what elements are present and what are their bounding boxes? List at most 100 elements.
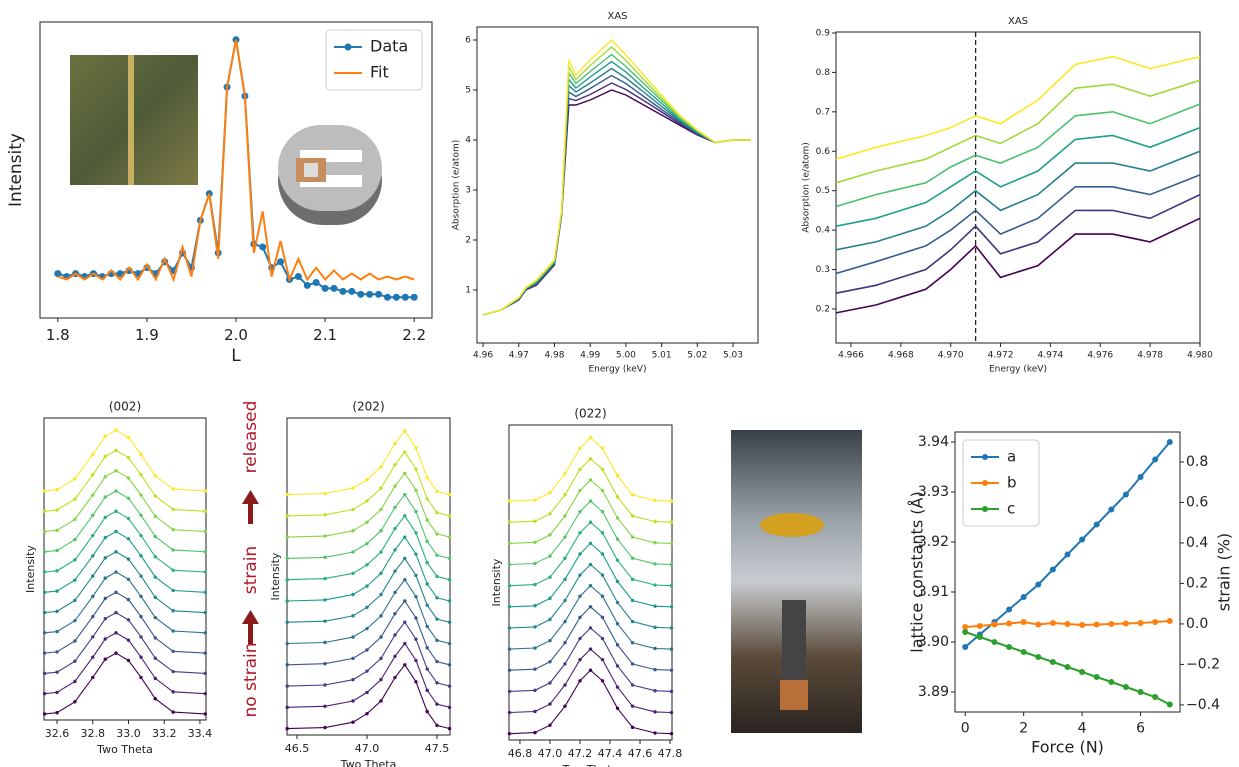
inset-device	[278, 125, 382, 225]
legend-label: b	[1007, 474, 1017, 492]
data-point	[588, 562, 593, 567]
data-point	[991, 621, 998, 628]
data-point	[548, 596, 552, 601]
data-point	[393, 526, 397, 531]
data-point	[414, 680, 418, 684]
data-point	[114, 590, 118, 595]
data-point	[73, 700, 77, 704]
series-line	[509, 542, 672, 608]
data-point	[103, 556, 107, 560]
data-point	[393, 569, 397, 573]
x-tick-label: 2	[1019, 721, 1028, 737]
data-point	[203, 489, 207, 493]
series-line	[44, 551, 206, 614]
data-point	[126, 496, 131, 500]
data-point	[277, 258, 285, 266]
data-point	[447, 514, 452, 518]
data-point	[365, 712, 369, 716]
x-axis-label: Two Theta	[340, 758, 397, 767]
data-point	[403, 599, 407, 603]
data-point	[203, 590, 207, 595]
x-tick-label: 0	[961, 721, 970, 737]
data-point	[435, 553, 439, 557]
data-point	[414, 595, 418, 599]
data-point	[55, 650, 59, 654]
data-point	[669, 626, 674, 630]
data-point	[578, 636, 582, 641]
data-point	[42, 671, 47, 676]
data-point	[203, 570, 207, 574]
data-point	[379, 571, 383, 576]
data-point	[588, 520, 593, 524]
series-line	[44, 510, 206, 573]
data-point	[588, 583, 593, 588]
data-point	[425, 539, 429, 544]
data-point	[126, 577, 131, 582]
series-line	[287, 621, 450, 687]
data-point	[139, 513, 143, 517]
data-point	[42, 631, 47, 635]
data-point	[435, 638, 439, 643]
series-line	[509, 458, 672, 523]
data-point	[414, 637, 418, 641]
plot-frame	[286, 417, 451, 736]
data-point	[653, 562, 657, 566]
data-point	[91, 635, 95, 639]
x-tick-label: 4.980	[1187, 351, 1213, 361]
data-point	[991, 639, 998, 645]
data-point	[447, 663, 452, 667]
data-point	[1079, 669, 1086, 675]
inset-photo	[70, 55, 198, 185]
x-axis-label: L	[231, 346, 241, 366]
data-point	[139, 493, 143, 497]
chart-title: XAS	[1008, 16, 1028, 27]
y-tick-label: 2	[465, 236, 471, 246]
data-point	[588, 435, 593, 440]
data-point	[435, 681, 439, 685]
data-point	[1137, 620, 1144, 626]
data-point	[425, 560, 429, 565]
data-point	[403, 492, 407, 497]
data-point	[153, 676, 157, 681]
data-point	[435, 489, 439, 494]
data-point	[1020, 594, 1027, 600]
series-line	[509, 521, 672, 587]
data-point	[55, 508, 59, 512]
data-point	[153, 697, 157, 701]
data-point	[139, 614, 143, 619]
data-point	[1108, 506, 1115, 513]
data-point	[153, 595, 157, 600]
data-point	[403, 471, 407, 476]
y-axis-label: Intensity	[6, 133, 26, 207]
data-point	[171, 507, 175, 512]
series-line	[509, 436, 672, 502]
data-point	[435, 659, 439, 664]
data-point	[578, 552, 582, 556]
data-point	[447, 577, 452, 582]
data-point	[435, 617, 439, 621]
data-point	[578, 509, 582, 514]
data-point	[630, 535, 635, 539]
y2-tick-label: 0.0	[1186, 616, 1208, 632]
x-tick-label: 4.96	[473, 351, 493, 361]
data-point	[507, 710, 512, 715]
data-point	[653, 667, 657, 672]
data-point	[653, 498, 657, 503]
data-point	[1137, 474, 1144, 480]
data-point	[533, 604, 537, 608]
data-point	[103, 535, 107, 540]
data-point	[563, 704, 567, 708]
data-point	[114, 468, 118, 473]
data-point	[435, 596, 439, 600]
data-point	[91, 594, 95, 599]
x-axis-label: Two Theta	[96, 743, 153, 756]
data-point	[42, 529, 47, 534]
data-point	[365, 541, 369, 546]
data-point	[507, 647, 512, 651]
x-axis-label: Energy (keV)	[989, 365, 1047, 375]
data-point	[393, 675, 397, 680]
annotation: strain	[241, 546, 261, 594]
data-point	[365, 690, 369, 695]
x-tick-label: 47.5	[425, 742, 450, 755]
data-point	[91, 452, 95, 457]
